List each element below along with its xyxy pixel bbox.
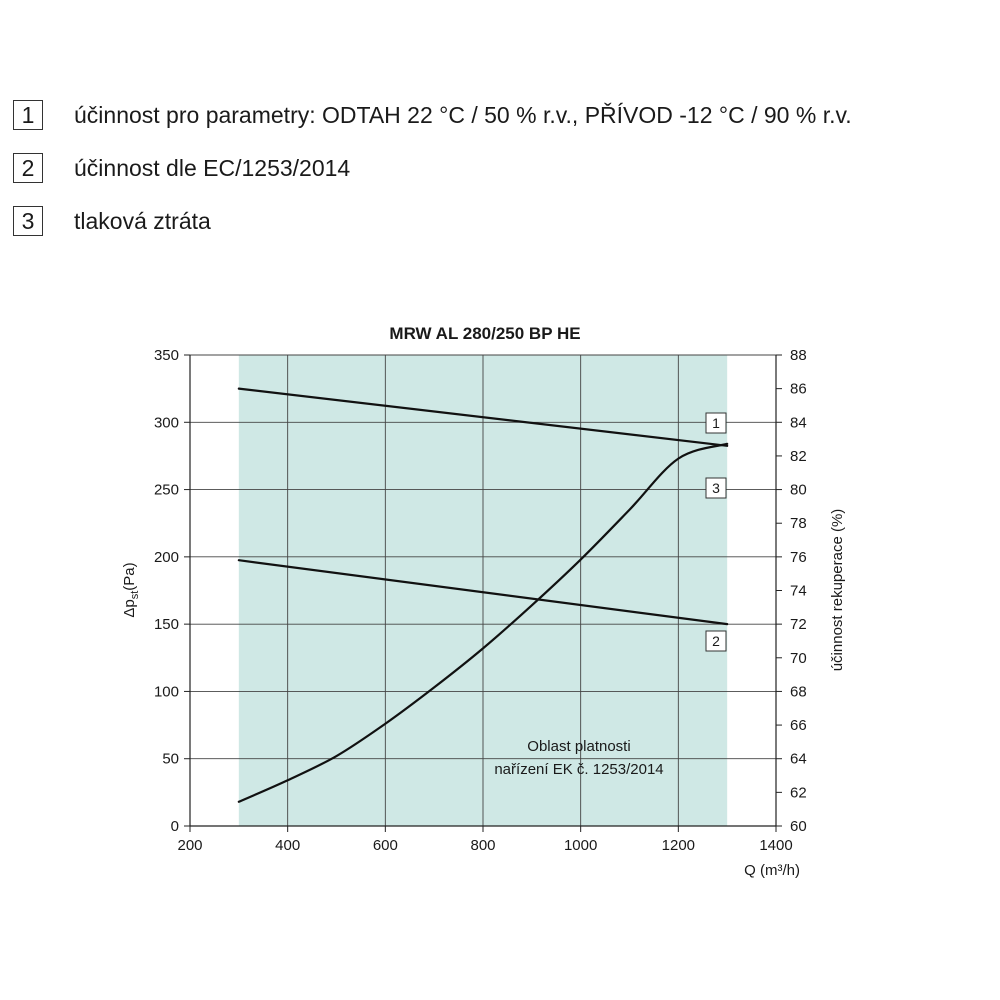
y-right-tick-label: 86 xyxy=(790,381,807,398)
series-line-2 xyxy=(237,559,729,626)
y-left-tick-label: 50 xyxy=(162,751,179,768)
y-right-tick-label: 62 xyxy=(790,784,807,801)
x-tick-label: 400 xyxy=(275,837,300,854)
legend-item-2: 2 účinnost dle EC/1253/2014 xyxy=(13,150,852,186)
y-right-tick-label: 82 xyxy=(790,448,807,465)
x-tick-label: 1400 xyxy=(759,837,792,854)
y-left-tick-label: 200 xyxy=(154,549,179,566)
series-line-3 xyxy=(237,442,729,803)
legend-label: účinnost pro parametry: ODTAH 22 °C / 50… xyxy=(74,101,852,128)
x-tick-label: 200 xyxy=(177,837,202,854)
series-label-1: 1 xyxy=(712,415,720,431)
series-label-3: 3 xyxy=(712,480,720,496)
series-label-2: 2 xyxy=(712,633,720,649)
y-right-tick-label: 74 xyxy=(790,583,807,600)
y-left-axis-label: Δpst(Pa) xyxy=(121,562,141,617)
legend: 1 účinnost pro parametry: ODTAH 22 °C / … xyxy=(13,97,852,256)
x-tick-label: 1000 xyxy=(564,837,597,854)
series-line-1 xyxy=(237,387,729,447)
x-tick-label: 1200 xyxy=(662,837,695,854)
series-label-box-1 xyxy=(705,412,727,434)
series-label-box-3 xyxy=(705,477,727,499)
y-left-tick-label: 300 xyxy=(154,414,179,431)
y-left-tick-label: 100 xyxy=(154,683,179,700)
series-label-box-2 xyxy=(705,630,727,652)
legend-number-box: 3 xyxy=(13,206,43,236)
y-right-tick-label: 84 xyxy=(790,414,807,431)
y-right-tick-label: 72 xyxy=(790,616,807,633)
x-tick-label: 800 xyxy=(470,837,495,854)
legend-label: účinnost dle EC/1253/2014 xyxy=(74,154,351,181)
legend-number-box: 1 xyxy=(13,100,43,130)
chart-title: MRW AL 280/250 BP HE xyxy=(389,324,580,343)
legend-item-1: 1 účinnost pro parametry: ODTAH 22 °C / … xyxy=(13,97,852,133)
y-right-tick-label: 60 xyxy=(790,818,807,835)
x-tick-label: 600 xyxy=(373,837,398,854)
y-left-tick-label: 0 xyxy=(171,818,179,835)
validity-region-label: Oblast platnosti xyxy=(527,738,630,755)
y-right-tick-label: 88 xyxy=(790,347,807,364)
y-right-tick-label: 68 xyxy=(790,683,807,700)
y-left-tick-label: 150 xyxy=(154,616,179,633)
y-right-tick-label: 64 xyxy=(790,751,807,768)
y-right-tick-label: 66 xyxy=(790,717,807,734)
y-right-tick-label: 76 xyxy=(790,549,807,566)
legend-item-3: 3 tlaková ztráta xyxy=(13,203,852,239)
y-right-tick-label: 78 xyxy=(790,515,807,532)
y-right-tick-label: 70 xyxy=(790,650,807,667)
y-left-tick-label: 250 xyxy=(154,482,179,499)
y-right-tick-label: 80 xyxy=(790,482,807,499)
legend-label: tlaková ztráta xyxy=(74,207,211,234)
y-right-axis-label: účinnost rekuperace (%) xyxy=(829,509,846,672)
validity-region-label: nařízení EK č. 1253/2014 xyxy=(494,761,663,778)
y-left-tick-label: 350 xyxy=(154,347,179,364)
legend-number-box: 2 xyxy=(13,153,43,183)
x-axis-label: Q (m³/h) xyxy=(744,862,800,879)
